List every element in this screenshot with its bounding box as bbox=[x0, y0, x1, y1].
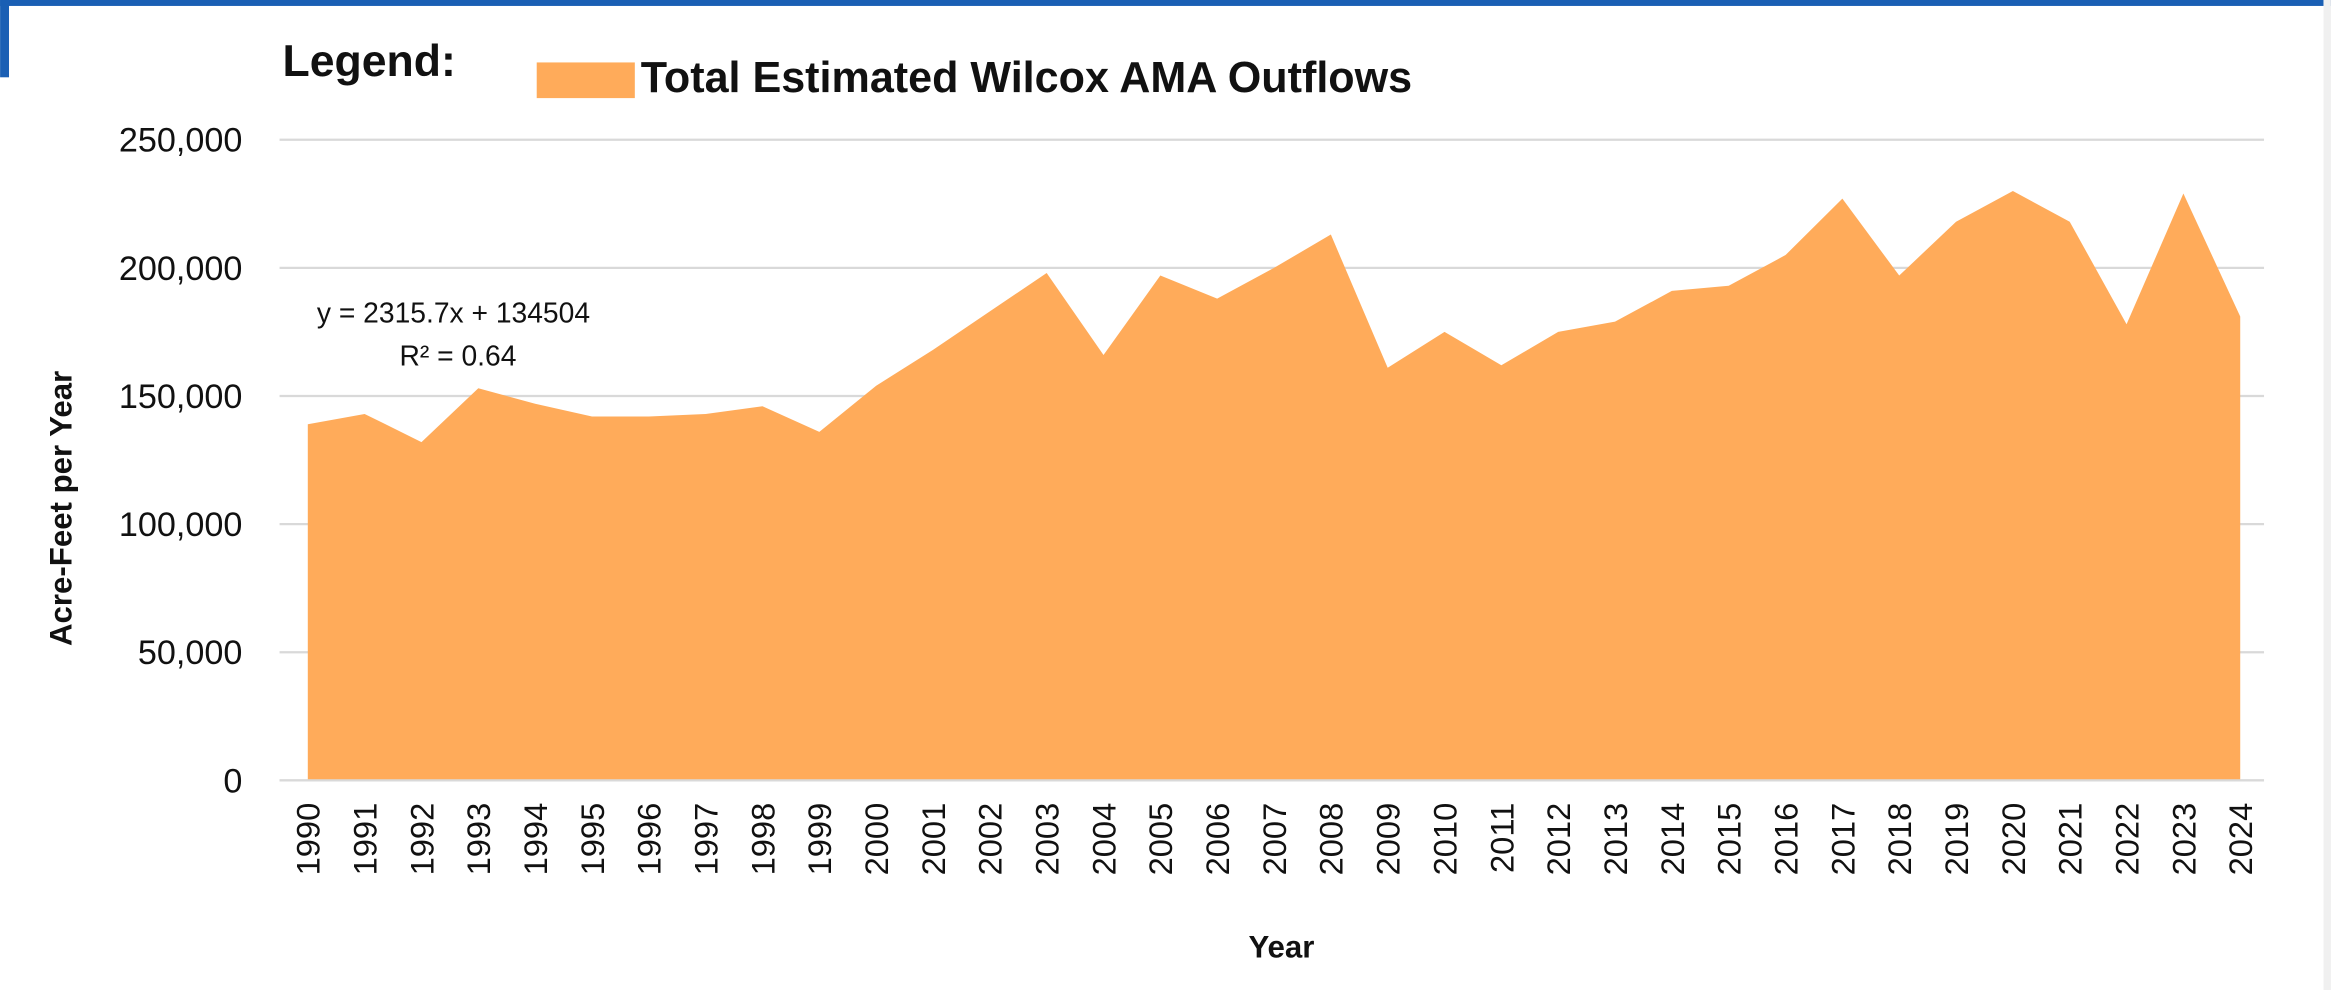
x-tick-label: 1995 bbox=[574, 803, 611, 876]
x-tick-label: 2012 bbox=[1540, 803, 1577, 876]
legend-title: Legend: bbox=[283, 37, 456, 86]
x-tick-label: 2006 bbox=[1199, 803, 1236, 876]
x-tick-label: 1996 bbox=[631, 803, 668, 876]
x-tick-label: 2009 bbox=[1370, 803, 1407, 876]
x-tick-label: 2017 bbox=[1824, 803, 1861, 876]
legend-label: Total Estimated Wilcox AMA Outflows bbox=[641, 54, 1412, 102]
y-axis-label: Acre-Feet per Year bbox=[43, 371, 78, 646]
r-squared: R² = 0.64 bbox=[399, 340, 516, 372]
x-tick-label: 2004 bbox=[1085, 803, 1122, 876]
window-edge bbox=[2323, 0, 2331, 990]
x-tick-label: 2021 bbox=[2052, 803, 2089, 876]
x-tick-label: 2010 bbox=[1426, 803, 1463, 876]
x-tick-label: 2002 bbox=[972, 803, 1009, 876]
trendline-equation: y = 2315.7x + 134504 bbox=[317, 297, 590, 329]
x-tick-label: 2024 bbox=[2222, 803, 2259, 876]
x-tick-label: 2011 bbox=[1483, 803, 1520, 873]
y-tick-label: 150,000 bbox=[119, 378, 243, 416]
x-tick-label: 2014 bbox=[1654, 803, 1691, 876]
x-tick-label: 2016 bbox=[1767, 803, 1804, 876]
window-border bbox=[0, 0, 2331, 6]
x-tick-label: 2023 bbox=[2165, 803, 2202, 876]
x-tick-label: 1990 bbox=[290, 803, 327, 876]
x-tick-label: 2019 bbox=[1938, 803, 1975, 876]
x-tick-label: 2003 bbox=[1029, 803, 1066, 876]
area bbox=[307, 190, 2241, 781]
x-tick-label: 2000 bbox=[858, 803, 895, 876]
x-tick-label: 2007 bbox=[1256, 803, 1293, 876]
x-tick-label: 2018 bbox=[1881, 803, 1918, 876]
x-axis-label: Year bbox=[1248, 929, 1314, 964]
legend-swatch bbox=[536, 62, 635, 99]
x-tick-label: 2005 bbox=[1142, 803, 1179, 876]
x-tick-label: 2020 bbox=[1995, 803, 2032, 876]
y-tick-label: 100,000 bbox=[119, 506, 243, 544]
x-tick-label: 1991 bbox=[347, 803, 384, 876]
x-tick-label: 2013 bbox=[1597, 803, 1634, 876]
y-tick-label: 0 bbox=[223, 762, 242, 800]
x-tick-label: 1994 bbox=[517, 803, 554, 876]
x-tick-label: 1993 bbox=[460, 803, 497, 876]
y-tick-label: 200,000 bbox=[119, 250, 243, 288]
y-tick-label: 50,000 bbox=[138, 634, 243, 672]
window-border bbox=[0, 0, 10, 78]
x-tick-label: 1998 bbox=[744, 803, 781, 876]
x-tick-label: 2015 bbox=[1711, 803, 1748, 876]
x-tick-label: 2008 bbox=[1313, 803, 1350, 876]
x-tick-label: 1999 bbox=[801, 803, 838, 876]
x-tick-label: 1997 bbox=[688, 803, 725, 876]
x-tick-label: 2022 bbox=[2108, 803, 2145, 876]
y-tick-label: 250,000 bbox=[119, 122, 243, 160]
x-tick-label: 2001 bbox=[915, 803, 952, 876]
x-tick-label: 1992 bbox=[403, 803, 440, 876]
